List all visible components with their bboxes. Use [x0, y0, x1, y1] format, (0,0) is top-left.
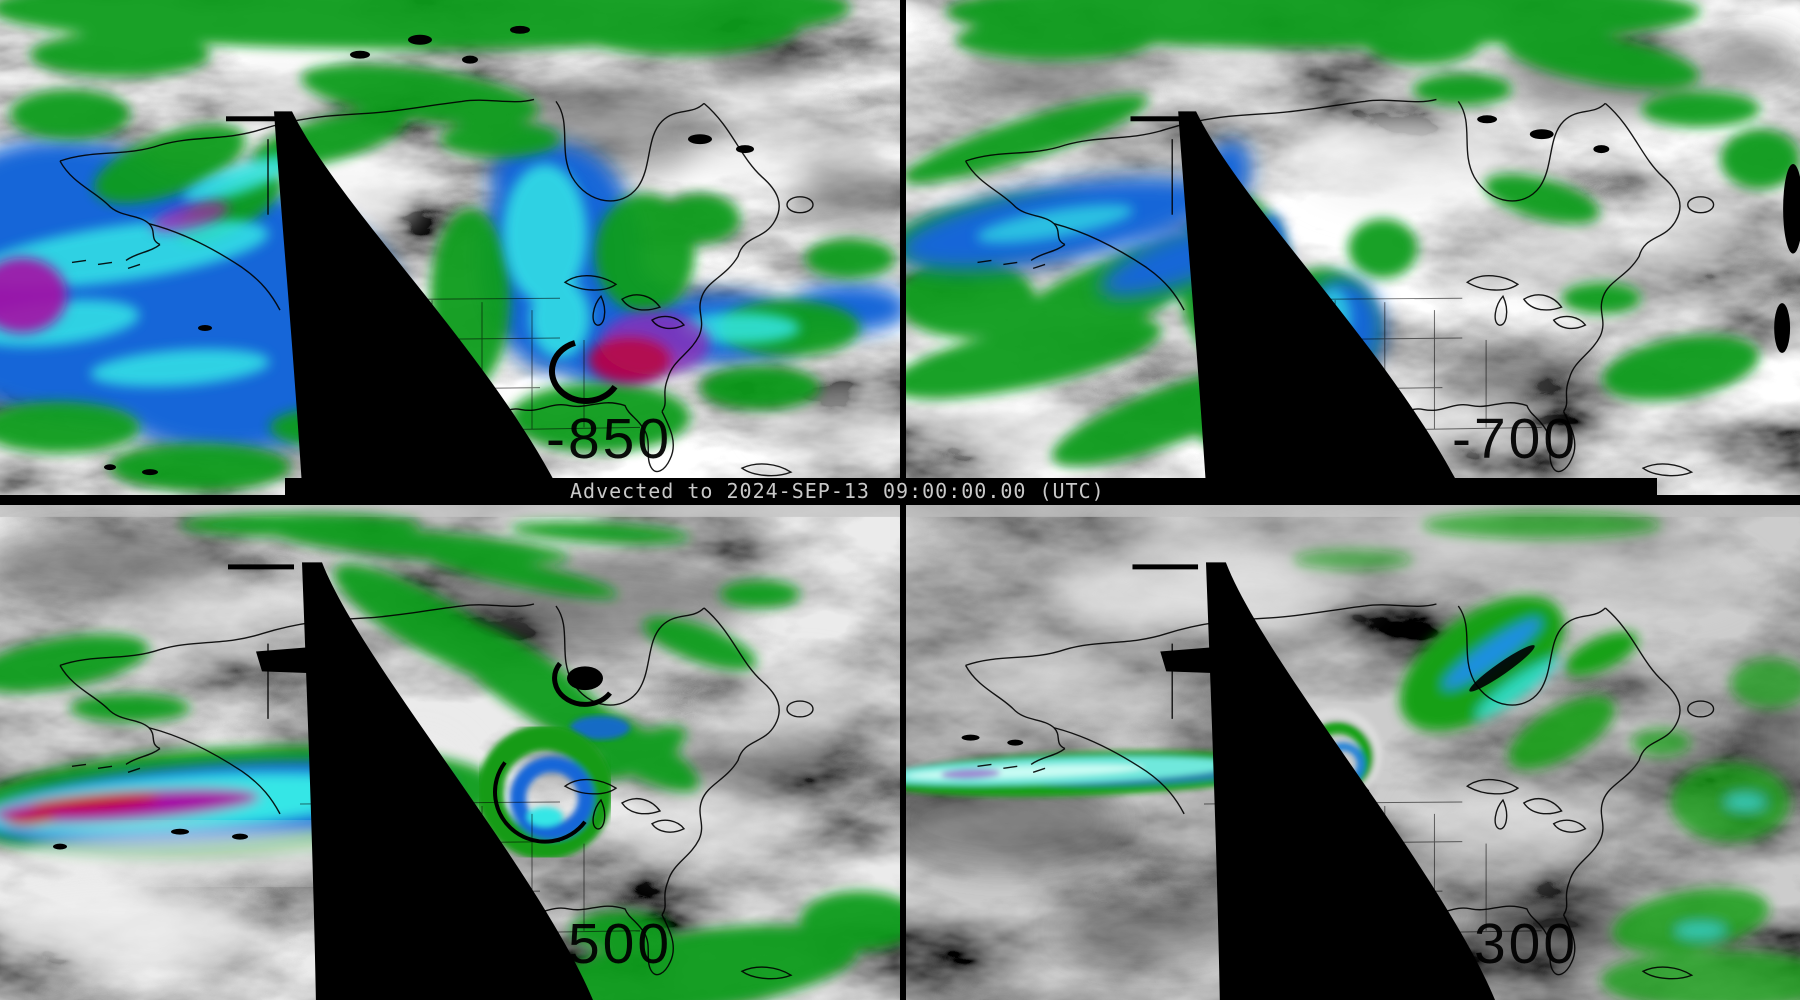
level-label-850: -850: [546, 407, 673, 471]
panel-500: -500: [0, 505, 900, 1000]
islets-and-storm-marks: [104, 25, 754, 476]
panel-850: -850: [0, 0, 900, 497]
panel-700: -700: [906, 0, 1800, 497]
moisture-map-500: [0, 505, 900, 1000]
level-label-700: -700: [1452, 407, 1579, 471]
islets-and-storm-marks: [53, 661, 612, 850]
jet-stream-band: [906, 750, 1294, 797]
level-label-500: -500: [546, 912, 673, 976]
moisture-green-areas: [1293, 510, 1800, 1000]
moisture-extreme-areas: [0, 201, 710, 384]
timestamp-bar: [285, 478, 1657, 505]
top-light-band: [0, 505, 900, 517]
level-label-300: -300: [1452, 912, 1579, 976]
moisture-map-700: [906, 0, 1800, 497]
timestamp-text: Advected to 2024-SEP-13 09:00:00.00 (UTC…: [570, 479, 1105, 503]
midwest-storm: [477, 724, 613, 860]
moisture-map-300: [906, 505, 1800, 1000]
panel-300: -300: [906, 505, 1800, 1000]
moisture-map-850: [0, 0, 900, 497]
